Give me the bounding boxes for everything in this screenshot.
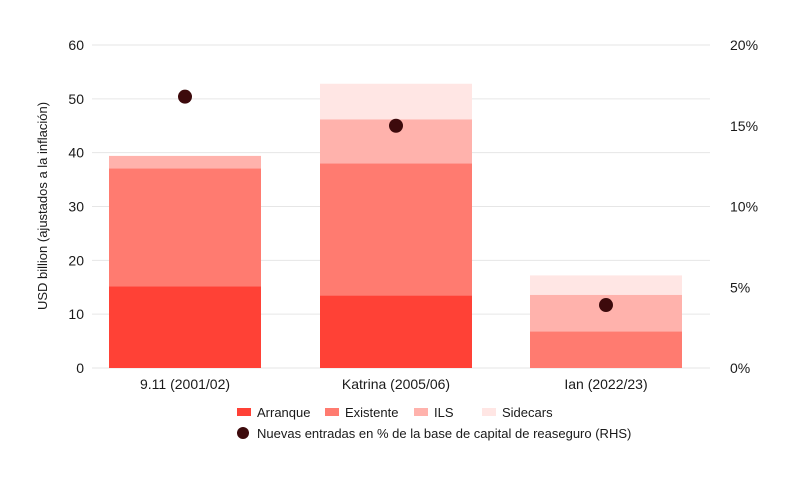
y-axis-label: USD billion (ajustados a la inflación) <box>35 102 50 310</box>
y2-tick-label: 20% <box>730 37 758 53</box>
legend: Arranque Existente ILS Sidecars Nuevas entra… <box>237 405 631 441</box>
bar-segment <box>109 155 261 169</box>
y2-tick-label: 15% <box>730 118 758 134</box>
legend-label: Sidecars <box>502 405 553 420</box>
x-tick-label: 9.11 (2001/02) <box>140 376 230 392</box>
x-tick-label: Ian (2022/23) <box>564 376 647 392</box>
bar-segment <box>530 275 682 295</box>
y2-tick-label: 0% <box>730 360 750 376</box>
left-axis-ticks: 0 10 20 30 40 50 60 <box>68 37 84 376</box>
legend-label: Nuevas entradas en % de la base de capit… <box>257 426 631 441</box>
bar-segment <box>109 168 261 287</box>
y-tick-label: 10 <box>68 306 84 322</box>
y-tick-label: 20 <box>68 252 84 268</box>
y-tick-label: 60 <box>68 37 84 53</box>
data-point <box>178 89 192 104</box>
dots-group <box>178 89 613 313</box>
y-tick-label: 0 <box>76 360 84 376</box>
legend-label: Arranque <box>257 405 310 420</box>
legend-label: ILS <box>434 405 454 420</box>
legend-marker <box>237 427 249 439</box>
legend-swatch <box>325 408 339 416</box>
y-tick-label: 30 <box>68 199 84 215</box>
bar-segment <box>530 331 682 368</box>
y2-tick-label: 10% <box>730 199 758 215</box>
legend-swatch <box>414 408 428 416</box>
y-tick-label: 50 <box>68 91 84 107</box>
category-labels: 9.11 (2001/02) Katrina (2005/06) Ian (2022… <box>140 376 648 392</box>
data-point <box>599 298 613 313</box>
bar-segment <box>320 83 472 120</box>
bars-group <box>109 83 682 368</box>
legend-swatch <box>237 408 251 416</box>
data-point <box>389 118 403 133</box>
right-axis-ticks: 0% 5% 10% 15% 20% <box>730 37 758 376</box>
legend-swatch <box>482 408 496 416</box>
bar-segment <box>320 163 472 296</box>
bar-segment <box>109 286 261 368</box>
bar-segment <box>320 295 472 368</box>
x-tick-label: Katrina (2005/06) <box>342 376 450 392</box>
y-tick-label: 40 <box>68 145 84 161</box>
y2-tick-label: 5% <box>730 279 750 295</box>
legend-label: Existente <box>345 405 398 420</box>
